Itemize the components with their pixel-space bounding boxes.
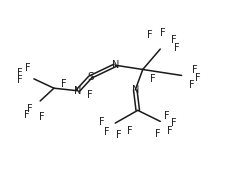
Text: F: F	[167, 126, 172, 136]
Text: F: F	[87, 90, 93, 100]
Text: F: F	[163, 111, 169, 121]
Text: F: F	[194, 73, 200, 83]
Text: F: F	[171, 118, 176, 128]
Text: F: F	[127, 126, 133, 136]
Text: S: S	[86, 72, 93, 82]
Text: F: F	[173, 43, 179, 53]
Text: F: F	[188, 80, 194, 90]
Text: F: F	[149, 74, 155, 84]
Text: F: F	[147, 30, 152, 40]
Text: F: F	[61, 79, 67, 89]
Text: F: F	[25, 63, 30, 73]
Text: F: F	[192, 65, 197, 75]
Text: F: F	[17, 75, 23, 85]
Text: N: N	[74, 86, 81, 96]
Text: F: F	[39, 112, 44, 122]
Text: F: F	[98, 117, 104, 127]
Text: F: F	[159, 28, 165, 38]
Text: F: F	[103, 127, 109, 137]
Text: N: N	[131, 85, 138, 95]
Text: N: N	[111, 60, 118, 70]
Text: F: F	[23, 110, 29, 120]
Text: F: F	[116, 130, 121, 140]
Text: F: F	[171, 35, 176, 45]
Text: F: F	[27, 104, 33, 114]
Text: F: F	[17, 68, 23, 78]
Text: F: F	[154, 129, 160, 139]
